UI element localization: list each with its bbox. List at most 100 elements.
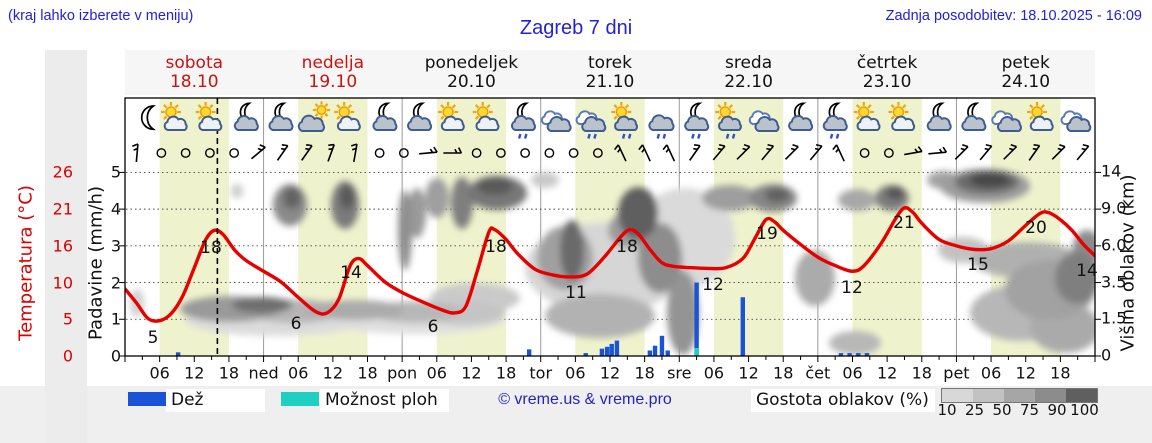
temperature-value-label: 12 [841, 278, 863, 298]
precipitation-tick: 3 [110, 236, 121, 256]
day-date: 20.10 [447, 72, 496, 92]
weather-icon-sun-cloud-rain [611, 102, 638, 139]
cloud-height-tick: 0 [1101, 345, 1112, 365]
time-label: 18 [495, 363, 517, 383]
showers-legend-swatch [281, 392, 319, 406]
cloud-scale-value: 90 [1047, 401, 1067, 419]
temperature-value-label: 12 [702, 275, 724, 295]
precipitation-tick: 1 [110, 309, 121, 329]
time-label: 18 [634, 363, 655, 383]
wind-calm-icon [568, 148, 579, 158]
rain-legend-swatch [128, 392, 166, 406]
temperature-value-label: 21 [893, 213, 915, 233]
time-label: 06 [703, 363, 725, 383]
wind-barb-icon [832, 144, 845, 162]
wind-barb-icon [419, 146, 438, 155]
wind-calm-icon [495, 148, 506, 158]
credit-link[interactable]: © vreme.us & vreme.pro [498, 391, 672, 408]
wind-calm-icon [204, 148, 215, 158]
wind-barb-icon [761, 143, 775, 161]
time-label: pon [387, 363, 418, 383]
wind-barb-icon [276, 144, 289, 161]
temperature-value-label: 6 [427, 317, 439, 337]
daylight-band [852, 98, 922, 356]
weather-icon-sun-cloud [195, 102, 223, 131]
day-name-četrtek: četrtek [856, 53, 918, 73]
wind-barb-icon [904, 146, 923, 156]
time-label: 06 [565, 363, 586, 383]
temperature-value-label: 11 [565, 283, 587, 303]
wind-barb-icon [1003, 144, 1018, 160]
time-label: 12 [1015, 363, 1036, 383]
day-name-petek: petek [1001, 53, 1050, 73]
time-label: 18 [1050, 363, 1071, 383]
cloud-height-tick: 3.5 [1101, 272, 1127, 292]
weather-icon-moon-cloud [788, 102, 814, 131]
temperature-value-label: 15 [967, 255, 989, 275]
cloud-height-tick: 9.0 [1101, 198, 1127, 218]
last-update-timestamp: Zadnja posodobitev: 18.10.2025 - 16:09 [885, 8, 1142, 24]
precipitation-bars [175, 282, 870, 356]
wind-barb-icon [327, 143, 335, 162]
wind-barb-icon [132, 143, 139, 163]
wind-barb-icon [250, 144, 266, 160]
temperature-value-label: 6 [290, 314, 302, 334]
time-label: 18 [773, 363, 794, 383]
temperature-tick: 0 [62, 346, 73, 366]
wind-barb-icon [1028, 144, 1041, 161]
wind-calm-icon [883, 148, 894, 158]
wind-calm-icon [859, 148, 870, 158]
temperature-value-label: 18 [200, 238, 222, 258]
time-label: 06 [288, 363, 309, 383]
cloud-scale-value: 10 [937, 401, 957, 419]
time-label: ned [248, 363, 279, 383]
precipitation-tick: 0 [110, 346, 121, 366]
wind-calm-icon [180, 148, 191, 158]
wind-barb-icon [1076, 143, 1090, 161]
weather-icon-sun-cloud [472, 102, 500, 131]
cloud-height-tick: 1.5 [1101, 308, 1127, 328]
temperature-tick: 26 [52, 162, 73, 182]
time-label: 18 [911, 363, 932, 383]
wind-barb-icon [689, 144, 701, 161]
time-label: pet [943, 363, 970, 383]
weather-icon-moon-cloud [268, 102, 294, 131]
wind-calm-icon [520, 148, 531, 158]
wind-barb-icon [613, 144, 627, 162]
weather-icon-cloud-sun [297, 101, 331, 132]
weather-icon-sun-cloud [334, 102, 361, 131]
wind-barb-icon [443, 147, 463, 154]
time-label: 18 [218, 363, 240, 383]
precipitation-tick: 2 [110, 273, 121, 293]
wind-barb-icon [979, 143, 993, 161]
weather-icon-cloud-rain [648, 114, 675, 139]
page-title: Zagreb 7 dni [519, 17, 633, 39]
weather-icon-moon-cloud-rain [510, 102, 537, 139]
temperature-value-label: 18 [616, 237, 638, 257]
day-name-sobota: sobota [165, 53, 224, 73]
time-label: 12 [876, 363, 898, 383]
temperature-value-label: 18 [485, 237, 507, 257]
time-label: sre [667, 363, 692, 383]
wind-calm-icon [229, 148, 240, 158]
time-label: 06 [426, 363, 447, 383]
temperature-value-label: 20 [1025, 218, 1047, 238]
wind-calm-icon [156, 148, 167, 158]
weather-icon-moon-cloud [961, 102, 987, 131]
temperature-value-label: 14 [1076, 261, 1098, 281]
wind-barb-icon [954, 144, 969, 160]
cloud-height-tick: 6.0 [1101, 235, 1127, 255]
wind-calm-icon [592, 148, 603, 158]
weather-icon-sun-cloud [438, 102, 465, 131]
time-label: 12 [184, 363, 205, 383]
wind-barb-icon [301, 144, 313, 161]
cloud-height-tick: 14 [1101, 161, 1122, 181]
weather-icon-moon-cloud [926, 102, 952, 131]
time-label: 12 [738, 363, 759, 383]
temperature-tick: 21 [52, 199, 73, 219]
weather-icon-moon-cloud [407, 102, 433, 131]
time-label: 06 [842, 363, 863, 383]
cloud-scale-value: 50 [992, 401, 1012, 419]
